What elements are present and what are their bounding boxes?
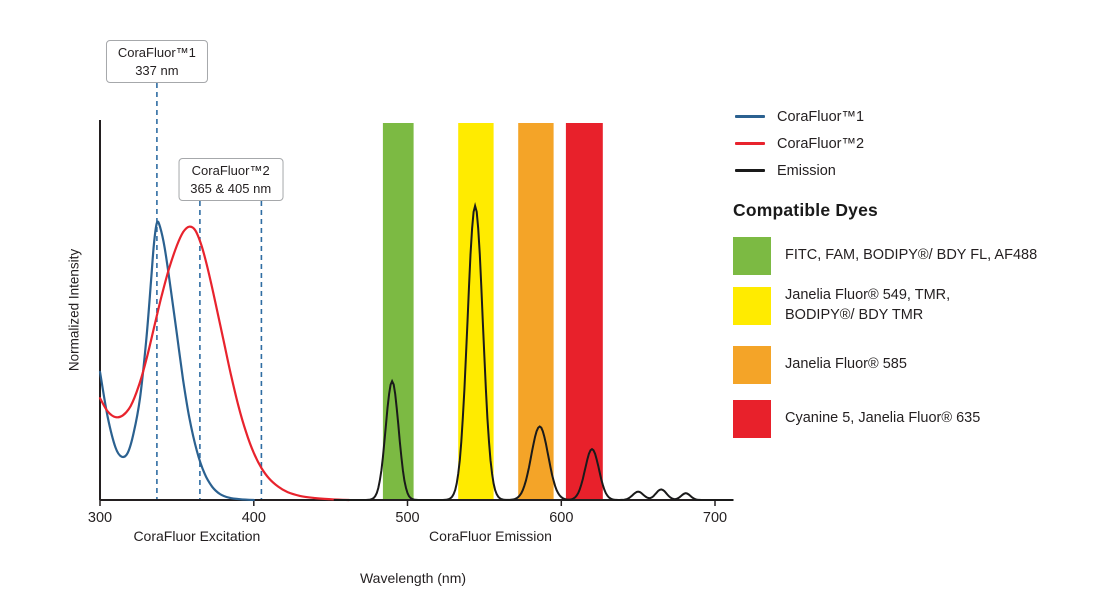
annotation-corafluor2: CoraFluor™2 365 & 405 nm [178,158,284,202]
excitation-curve-corafluor1 [98,220,255,502]
x-tick-label-500: 500 [395,510,419,526]
x-axis-caption-excitation: CoraFluor Excitation [133,528,261,544]
legend-label-corafluor1: CoraFluor™1 [777,108,865,125]
legend-item-corafluor1: CoraFluor™1 [735,108,864,125]
compatible-dyes-heading: Compatible Dyes [733,200,878,220]
legend-label-emission: Emission [777,162,836,179]
legend: CoraFluor™1 CoraFluor™2 Emission [735,108,864,179]
annotation-corafluor2-title: CoraFluor™2 [191,163,270,178]
dye-label-orange: Janelia Fluor® 585 [785,356,907,373]
x-tick-label-400: 400 [242,510,266,526]
dye-item-yellow: Janelia Fluor® 549, TMR, BODIPY®/ BDY TM… [733,286,950,325]
legend-label-corafluor2: CoraFluor™2 [777,135,865,152]
legend-line-corafluor2 [735,142,765,145]
legend-line-emission [735,169,765,172]
dye-swatch-orange [733,346,771,384]
legend-line-corafluor1 [735,115,765,118]
x-tick-label-300: 300 [88,510,112,526]
x-axis-label: Wavelength (nm) [359,570,467,586]
dye-swatch-red [733,400,771,438]
legend-item-corafluor2: CoraFluor™2 [735,135,864,152]
dye-item-red: Cyanine 5, Janelia Fluor® 635 [733,400,980,438]
band-red [565,123,603,500]
x-tick-label-600: 600 [549,510,573,526]
x-tick-label-700: 700 [703,510,727,526]
dye-item-orange: Janelia Fluor® 585 [733,346,907,384]
emission-curve [333,201,734,501]
dye-label-yellow: Janelia Fluor® 549, TMR, BODIPY®/ BDY TM… [785,287,951,323]
band-green [382,123,414,500]
dye-label-red: Cyanine 5, Janelia Fluor® 635 [785,410,981,427]
y-axis-label: Normalized Intensity [66,248,82,372]
dye-swatch-yellow [733,286,771,325]
dye-swatch-green [733,237,771,275]
x-axis-caption-emission: CoraFluor Emission [429,528,552,544]
dye-item-green: FITC, FAM, BODIPY®/ BDY FL, AF488 [733,237,1037,275]
annotation-corafluor1-value: 337 nm [135,62,179,78]
dye-label-green: FITC, FAM, BODIPY®/ BDY FL, AF488 [785,247,1038,264]
excitation-curve-corafluor2 [98,225,351,502]
annotation-corafluor1: CoraFluor™1 337 nm [105,40,208,84]
legend-item-emission: Emission [735,162,864,179]
annotation-corafluor2-value: 365 & 405 nm [190,180,272,196]
annotation-corafluor1-title: CoraFluor™1 [117,45,196,60]
band-orange [518,123,554,500]
